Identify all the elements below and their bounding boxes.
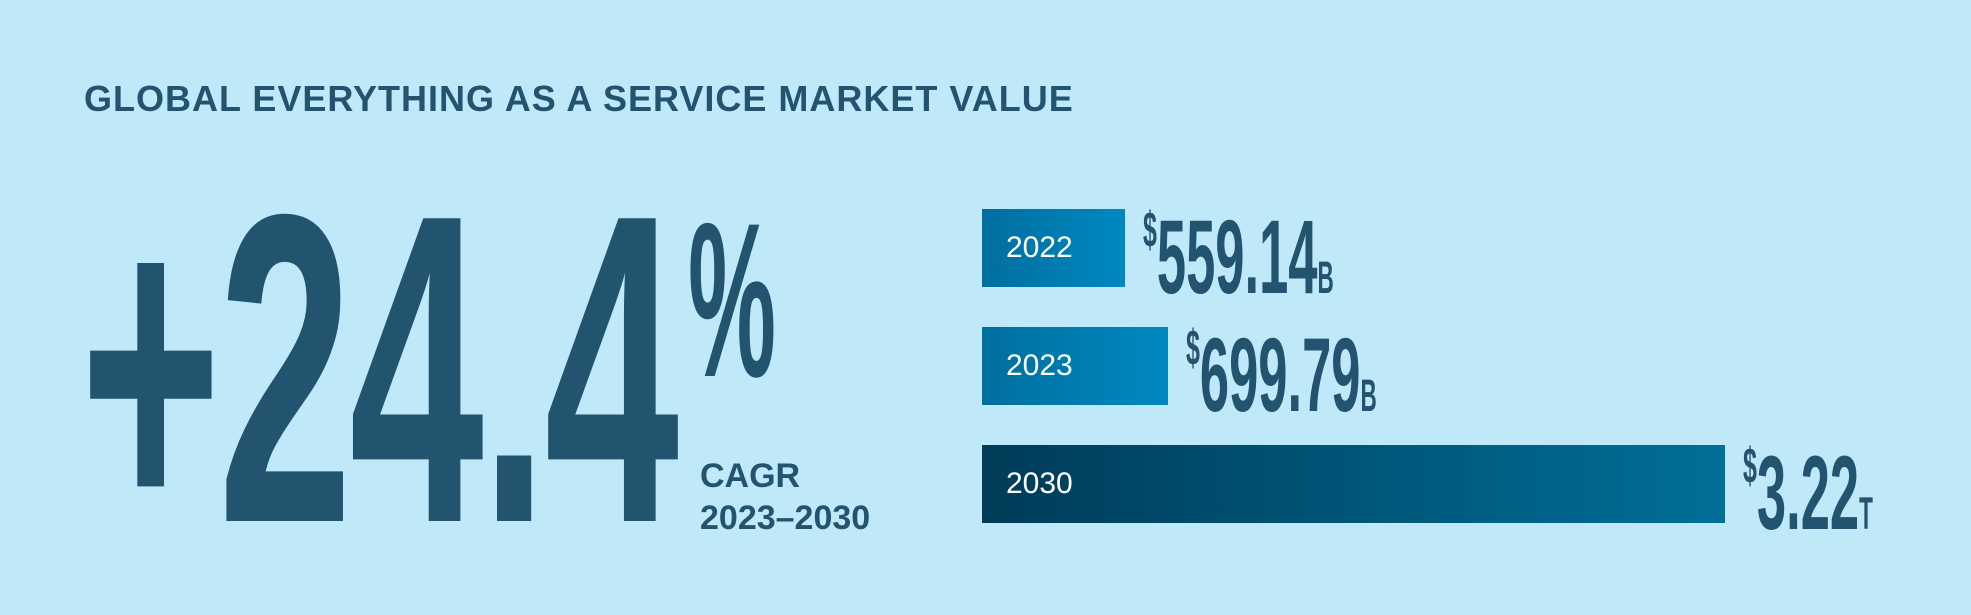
bar-value-label: $3.22T — [1743, 441, 1873, 546]
bar-2023: 2023 — [982, 327, 1168, 405]
currency-symbol: $ — [1143, 202, 1157, 258]
percent-sign: % — [688, 177, 777, 423]
currency-symbol: $ — [1186, 320, 1200, 376]
value-unit: T — [1859, 488, 1873, 539]
cagr-label: CAGR — [700, 457, 801, 495]
cagr-caption: CAGR 2023–2030 — [700, 455, 870, 539]
chart-title: GLOBAL EVERYTHING AS A SERVICE MARKET VA… — [84, 78, 1074, 119]
bar-category-label: 2022 — [1006, 231, 1073, 264]
value-unit: B — [1317, 252, 1334, 303]
bar-2030: 2030 — [982, 445, 1725, 523]
bar-2022: 2022 — [982, 209, 1125, 287]
cagr-value: +24.4 — [80, 124, 679, 615]
currency-symbol: $ — [1743, 438, 1757, 494]
value-amount: 559.14 — [1156, 199, 1318, 316]
bar-category-label: 2023 — [1006, 349, 1073, 382]
cagr-period: 2023–2030 — [700, 499, 871, 537]
value-amount: 3.22 — [1756, 435, 1860, 552]
value-amount: 699.79 — [1199, 317, 1361, 434]
bar-value-label: $699.79B — [1186, 323, 1377, 428]
value-unit: B — [1360, 370, 1377, 421]
bar-value-label: $559.14B — [1143, 205, 1334, 310]
bar-category-label: 2030 — [1006, 467, 1073, 500]
